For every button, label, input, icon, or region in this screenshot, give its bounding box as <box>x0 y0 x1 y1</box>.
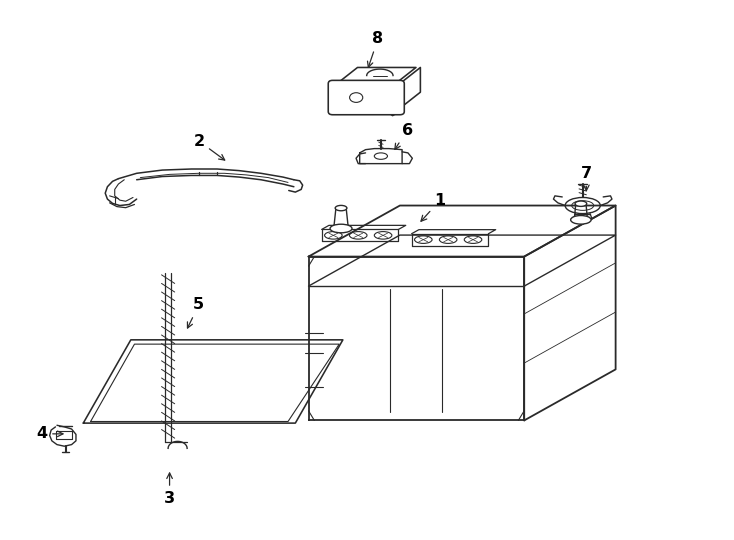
Ellipse shape <box>335 205 347 211</box>
Text: 7: 7 <box>581 166 592 191</box>
Ellipse shape <box>330 224 352 233</box>
Text: 3: 3 <box>164 473 175 506</box>
Text: 1: 1 <box>421 193 446 221</box>
FancyBboxPatch shape <box>328 80 404 114</box>
Text: 8: 8 <box>368 31 384 68</box>
Ellipse shape <box>575 201 586 206</box>
Text: 6: 6 <box>395 123 413 150</box>
Ellipse shape <box>570 215 591 224</box>
Text: 2: 2 <box>193 133 225 160</box>
Text: 4: 4 <box>36 427 63 441</box>
Text: 5: 5 <box>187 298 204 328</box>
